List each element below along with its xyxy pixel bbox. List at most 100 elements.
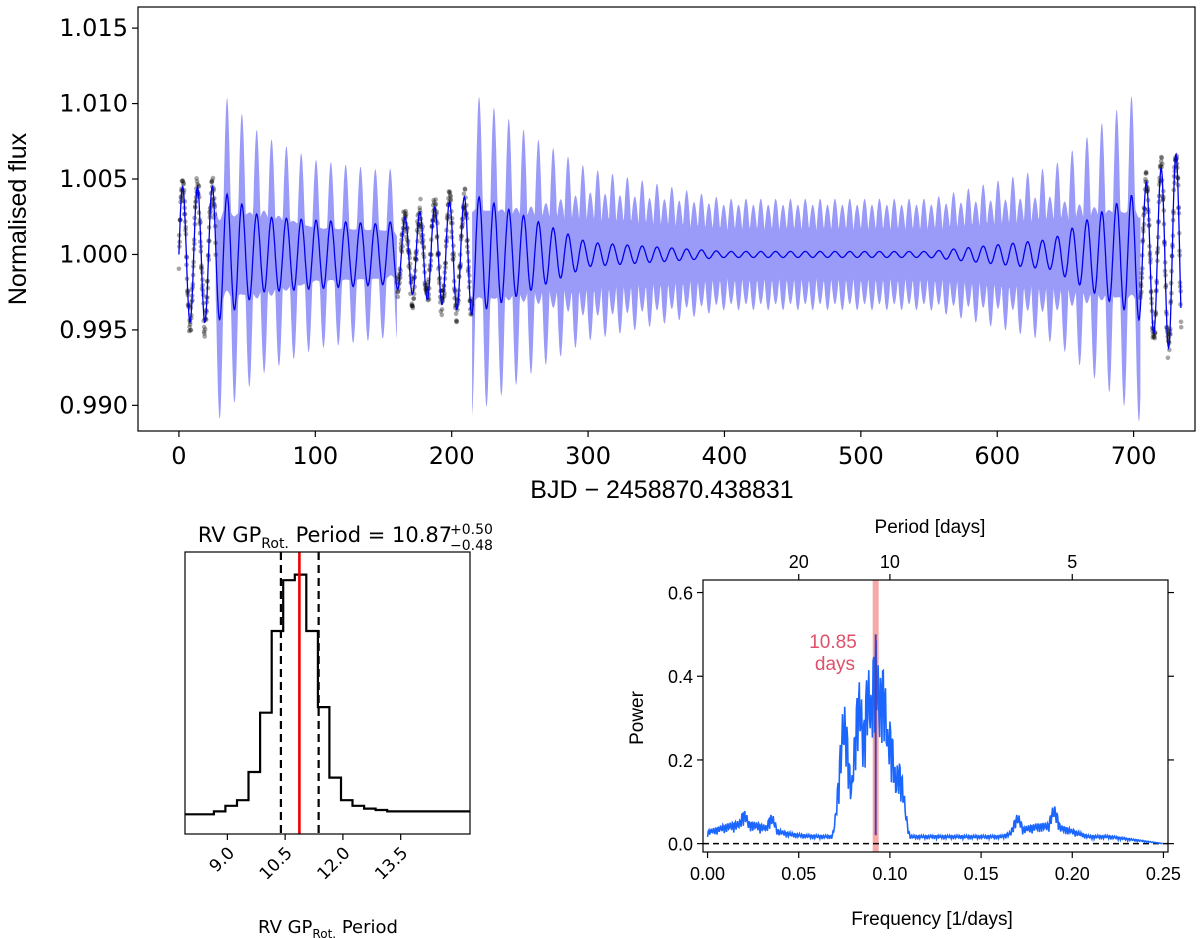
photometry-point bbox=[181, 180, 187, 186]
photometry-point bbox=[409, 301, 415, 307]
photometry-point bbox=[1152, 336, 1157, 341]
gp-mean-line bbox=[178, 152, 1182, 351]
photometry-point bbox=[410, 303, 415, 309]
photometry-point bbox=[1159, 154, 1164, 160]
photometry-point bbox=[1178, 319, 1184, 325]
photometry-point bbox=[194, 179, 200, 184]
periodogram-y-axis-label: Power bbox=[627, 690, 648, 745]
photometry-point bbox=[462, 186, 468, 191]
photometry-point bbox=[202, 331, 207, 336]
photometry-point bbox=[1158, 163, 1164, 168]
periodogram-panel: 10.85 days 0.00 0.05 0.10 0.15 0.20 0.25 0.00… bbox=[627, 517, 1181, 930]
top-y-tick-label: 1.000 bbox=[59, 240, 128, 268]
period-posterior-panel: RV GPRot. Period = 10.87 +0.50 −0.48 9.0… bbox=[184, 522, 493, 938]
photometry-point bbox=[420, 224, 426, 229]
periodogram-x-axis-label: Frequency [1/days] bbox=[851, 909, 1013, 930]
hist-plot-frame bbox=[184, 551, 471, 835]
photometry-point bbox=[407, 261, 413, 267]
photometry-point bbox=[1144, 170, 1149, 176]
photometry-point bbox=[180, 178, 186, 184]
photometry-point bbox=[454, 318, 459, 323]
photometry-point bbox=[418, 196, 423, 202]
photometry-point bbox=[395, 289, 401, 294]
pg-x-tick-label: 0.05 bbox=[781, 864, 816, 884]
photometry-point bbox=[195, 181, 200, 187]
photometry-point bbox=[411, 296, 416, 302]
photometry-point bbox=[181, 182, 186, 187]
top-x-ticks: 0 100 200 300 400 500 600 700 bbox=[171, 431, 1157, 470]
photometry-point bbox=[417, 205, 423, 211]
photometry-point bbox=[454, 319, 459, 325]
photometry-point bbox=[403, 208, 409, 214]
photometry-point bbox=[1143, 171, 1149, 176]
photometry-point bbox=[409, 303, 414, 308]
top-x-tick-label: 300 bbox=[565, 442, 611, 470]
photometry-point bbox=[209, 179, 214, 185]
photometry-point bbox=[194, 176, 199, 181]
photometry-point bbox=[1143, 169, 1149, 175]
top-x-tick-label: 400 bbox=[702, 442, 748, 470]
periodogram-line bbox=[706, 640, 1163, 845]
posterior-histogram bbox=[185, 573, 470, 816]
posterior-quantile-lines bbox=[279, 552, 320, 834]
photometry-point bbox=[448, 193, 454, 199]
top-x-tick-label: 500 bbox=[838, 442, 884, 470]
hist-x-axis-label: RV GPRot. Period bbox=[258, 917, 398, 938]
posterior-lower-error: −0.48 bbox=[450, 538, 493, 554]
hist-x-tick-label: 9.0 bbox=[206, 843, 239, 876]
photometry-point bbox=[409, 303, 415, 309]
photometry-point bbox=[410, 305, 416, 311]
top-y-tick-label: 1.015 bbox=[59, 14, 128, 42]
photometry-point bbox=[446, 196, 451, 201]
periodogram-frame bbox=[702, 579, 1169, 853]
gp-band-gap-0 bbox=[215, 97, 397, 420]
gp-band-gap-1 bbox=[472, 96, 1141, 422]
photometry-point bbox=[430, 202, 436, 208]
photometry-point bbox=[453, 311, 459, 317]
pg-x-tick-label: 0.25 bbox=[1146, 864, 1181, 884]
photometry-point bbox=[1178, 324, 1184, 330]
top-y-ticks: 0.990 0.995 1.000 1.005 1.010 1.015 bbox=[59, 14, 138, 419]
photometry-point bbox=[201, 329, 207, 334]
photometry-point bbox=[410, 304, 415, 309]
top-x-tick-label: 200 bbox=[429, 442, 475, 470]
top-y-axis-label: Normalised flux bbox=[4, 132, 32, 305]
photometry-point bbox=[1167, 347, 1172, 353]
pg-x-tick-label: 0.20 bbox=[1055, 864, 1090, 884]
top-x-axis-label: BJD − 2458870.438831 bbox=[530, 476, 793, 504]
posterior-upper-error: +0.50 bbox=[450, 522, 493, 538]
histogram-step bbox=[185, 573, 470, 816]
periodogram-top-axis-label: Period [days] bbox=[875, 517, 986, 538]
pg-y-tick-label: 0.6 bbox=[668, 584, 693, 604]
photometry-point bbox=[421, 245, 427, 251]
photometry-point bbox=[442, 291, 447, 296]
photometry-point bbox=[201, 324, 207, 330]
photometry-point bbox=[1158, 159, 1164, 164]
periodogram-top-ticks: 20 10 5 bbox=[789, 552, 1077, 580]
photometry-point bbox=[202, 334, 207, 339]
top-y-tick-label: 0.990 bbox=[59, 391, 128, 419]
photometry-point bbox=[447, 190, 452, 195]
photometry-point bbox=[210, 175, 216, 181]
photometry-point bbox=[454, 318, 460, 324]
photometry-point bbox=[209, 178, 215, 183]
photometry-point bbox=[1165, 355, 1171, 361]
photometry-point bbox=[176, 266, 182, 272]
photometry-point bbox=[187, 324, 192, 330]
top-y-tick-label: 0.995 bbox=[59, 316, 128, 344]
photometry-point bbox=[179, 178, 185, 184]
photometry-point bbox=[417, 208, 423, 213]
photometry-point bbox=[439, 307, 445, 312]
pg-x-tick-label: 0.15 bbox=[964, 864, 999, 884]
photometry-point bbox=[188, 327, 193, 333]
photometry-point bbox=[433, 201, 439, 207]
photometry-point bbox=[403, 212, 409, 217]
photometry-point bbox=[411, 296, 417, 301]
photometry-point bbox=[187, 322, 193, 327]
photometry-point bbox=[447, 193, 453, 198]
gp-uncertainty-band bbox=[215, 96, 1141, 422]
pg-x-tick-label: 0.00 bbox=[690, 864, 725, 884]
photometry-point bbox=[1151, 334, 1157, 340]
photometry-point bbox=[402, 214, 408, 219]
top-x-tick-label: 100 bbox=[292, 442, 338, 470]
